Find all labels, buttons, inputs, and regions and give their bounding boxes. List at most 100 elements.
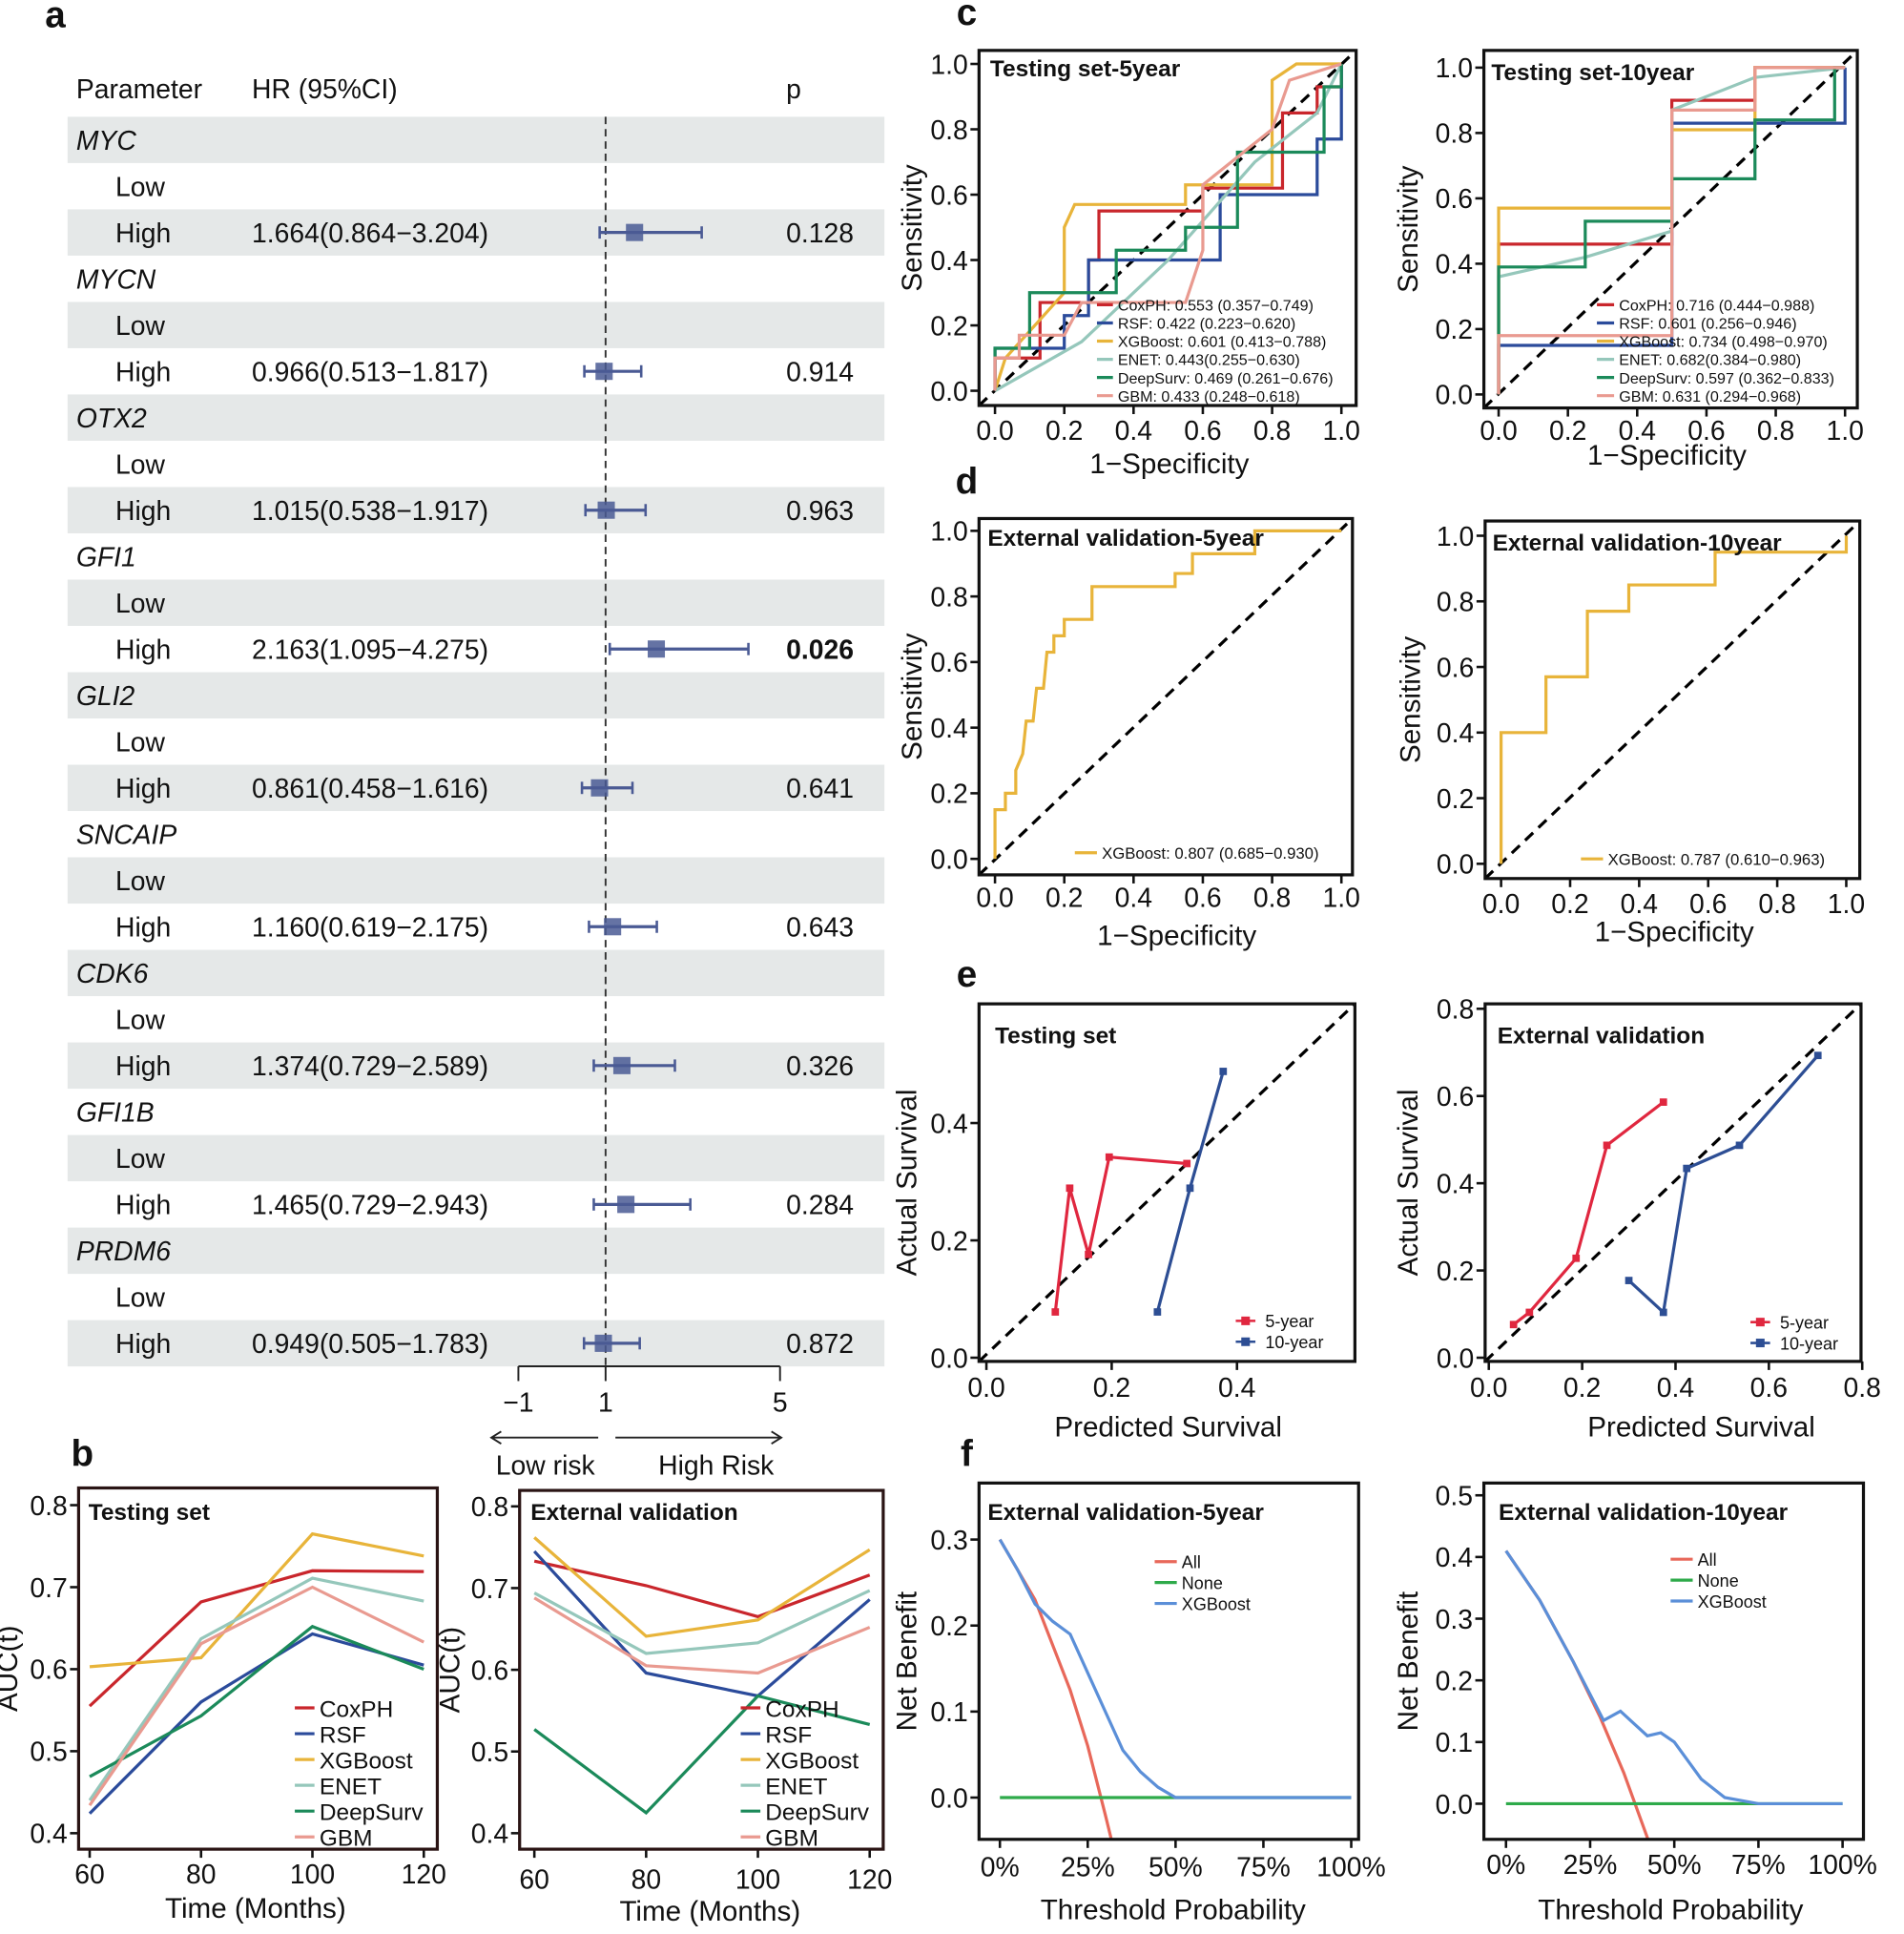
level-low: Low [115, 311, 166, 342]
calibration-external: 0.0 0.2 0.4 0.6 0.8 0.0 0.2 0.4 0.6 0.8 Predicted … [1393, 995, 1881, 1444]
hr-ci: 0.966(0.513−1.817) [252, 357, 488, 387]
level-high: High [115, 913, 171, 944]
panel-label-d: d [956, 462, 979, 503]
legend-label: XGBoost [765, 1748, 859, 1774]
y-tick-label: 0.0 [1437, 1343, 1474, 1374]
low-risk-label: Low risk [496, 1450, 596, 1481]
y-tick-label: 0.3 [930, 1526, 967, 1556]
level-low: Low [115, 1144, 166, 1175]
hr-ci: 1.465(0.729−2.943) [252, 1191, 488, 1221]
reference-diagonal [979, 518, 1353, 875]
x-tick-label: 0.6 [1184, 416, 1221, 447]
level-high: High [115, 635, 171, 666]
x-axis-label: 1−Specificity [1595, 916, 1754, 947]
level-high: High [115, 218, 171, 249]
data-point [1813, 1051, 1822, 1060]
panel-label-f: f [961, 1433, 973, 1474]
x-tick-label: 0.0 [967, 1373, 1004, 1404]
y-tick-label: 0.2 [930, 780, 967, 810]
hr-marker [597, 501, 615, 519]
hr-marker [626, 223, 644, 241]
y-tick-label: 0.8 [930, 115, 967, 146]
y-tick-label: 0.6 [471, 1655, 508, 1686]
data-point [1219, 1068, 1228, 1075]
y-tick-label: 0.8 [1437, 995, 1474, 1026]
plot-frame [1481, 1481, 1866, 1841]
x-axis-label: Predicted Survival [1054, 1411, 1282, 1443]
legend-marker [1755, 1318, 1765, 1327]
high-risk-arrow [615, 1430, 783, 1445]
x-tick-label: 0.4 [1115, 416, 1152, 447]
legend-label: 5-year [1265, 1312, 1314, 1331]
y-tick-label: 0.7 [30, 1573, 67, 1604]
y-tick-label: 0.2 [930, 311, 967, 342]
y-tick-label: 0.0 [930, 1343, 967, 1374]
series-line-deepsurv [89, 1624, 424, 1778]
legend-label: RSF: 0.601 (0.256−0.946) [1619, 316, 1796, 333]
series-line-gbm [533, 1596, 871, 1675]
row-shading [67, 302, 885, 348]
chart-title: External validation-5year [987, 1500, 1264, 1526]
legend-label: CoxPH: 0.553 (0.357−0.749) [1118, 298, 1314, 315]
legend-label: DeepSurv: 0.469 (0.261−0.676) [1118, 370, 1334, 387]
y-tick-label: 1.0 [930, 517, 967, 548]
y-tick-label: 1.0 [930, 50, 967, 80]
x-tick-label: 0.4 [1657, 1373, 1694, 1404]
y-tick-label: 0.6 [30, 1655, 67, 1686]
series-line-xgboost [1504, 1549, 1843, 1806]
x-axis-label: Time (Months) [165, 1893, 346, 1924]
legend-label: XGBoost [320, 1748, 413, 1774]
row-shading [67, 487, 885, 533]
legend-label: ENET [320, 1774, 382, 1799]
auc-testing: 60 80 100 120 0.4 0.5 0.6 0.7 0.8 Time (Months) AU… [0, 1486, 446, 1924]
legend-marker [1755, 1339, 1765, 1348]
series-line-xgboost [89, 1531, 424, 1669]
x-axis-label: Time (Months) [619, 1896, 800, 1927]
series-line-rsf [532, 1549, 871, 1698]
hr-ci: 1.374(0.729−2.589) [252, 1051, 488, 1082]
hr-ci: 1.664(0.864−3.204) [252, 218, 488, 249]
p-value: 0.284 [786, 1191, 854, 1221]
p-value: 0.872 [786, 1329, 854, 1360]
y-tick-label: 0.0 [930, 377, 967, 407]
legend-label: All [1182, 1553, 1201, 1572]
y-tick-label: 0.1 [1436, 1728, 1473, 1758]
y-tick-label: 0.6 [1437, 653, 1474, 683]
x-tick-label: 75% [1731, 1850, 1786, 1881]
legend-label: DeepSurv [765, 1799, 870, 1825]
series-line-xgboost [993, 529, 1342, 860]
plot-frame [977, 1481, 1360, 1841]
hr-marker [594, 1334, 612, 1352]
y-tick-label: 0.0 [930, 1783, 967, 1814]
legend-label: CoxPH: 0.716 (0.444−0.988) [1619, 298, 1814, 315]
x-axis-label: Threshold Probability [1041, 1895, 1306, 1926]
x-tick-label: 60 [74, 1860, 105, 1890]
data-point [1186, 1184, 1194, 1193]
legend-label: CoxPH [320, 1696, 393, 1722]
plot-frame [977, 49, 1358, 407]
x-tick-label: 1.0 [1828, 889, 1865, 920]
series-line-gbm [1497, 66, 1846, 395]
y-axis-label: Actual Survival [892, 1090, 923, 1277]
roc-testing-5year: 0.0 0.2 0.4 0.6 0.8 1.0 0.0 0.2 0.4 0.6 0.8 1.0 1−Sp… [897, 49, 1360, 480]
plot-frame [1483, 1002, 1863, 1363]
y-tick-label: 0.5 [30, 1737, 67, 1768]
x-tick-label: −1 [503, 1388, 533, 1419]
forest-plot: Parameter HR (95%CI) p MYC Low High 1.664(0.86… [67, 74, 885, 1481]
level-high: High [115, 1191, 171, 1221]
x-tick-label: 0.8 [1253, 883, 1291, 913]
hr-ci: 0.949(0.505−1.783) [252, 1329, 488, 1360]
series-line-gbm [993, 62, 1342, 391]
y-axis-label: Sensitivity [1393, 165, 1424, 292]
chart-title: External validation [530, 1500, 737, 1526]
data-point [1683, 1164, 1691, 1173]
level-high: High [115, 774, 171, 804]
dca-external-10year: 0% 25% 50% 75% 100% 0.0 0.1 0.2 0.3 0.4 0.5 Thresho… [1393, 1482, 1877, 1926]
plot-frame [1481, 49, 1859, 410]
x-tick-label: 0.0 [1480, 416, 1517, 447]
series-line-enet [88, 1576, 424, 1801]
gene-name: GLI2 [76, 681, 135, 712]
x-tick-label: 50% [1149, 1852, 1203, 1882]
y-tick-label: 0.4 [1437, 718, 1474, 749]
